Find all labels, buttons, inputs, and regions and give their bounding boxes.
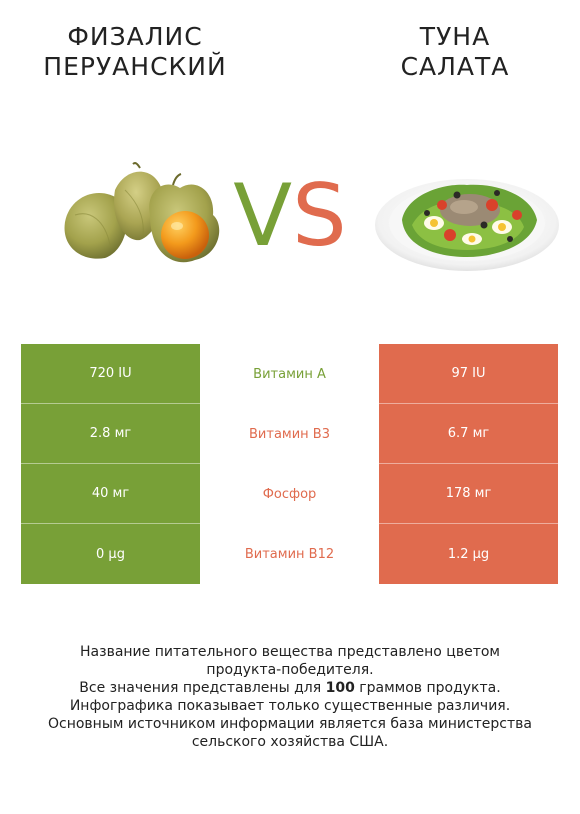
vs-v-letter: V [233,166,293,266]
footnote: Название питательного вещества представл… [20,643,560,751]
comparison-table: 720 IU Витамин A 97 IU 2.8 мг Витамин B3 6.7 … [21,344,558,584]
left-value-cell: 720 IU [21,344,200,404]
nutrient-name-cell: Фосфор [200,464,379,524]
tuna-salad-image [375,179,559,271]
footnote-line-3-pre: Все значения представлены для [79,680,326,696]
footnote-line-3-bold: 100 [325,680,355,696]
footnote-line-2: продукта-победителя. [206,662,374,678]
right-value-cell: 178 мг [379,464,558,524]
footnote-line-6: сельского хозяйства США. [191,734,389,750]
nutrient-name-cell: Витамин B3 [200,404,379,464]
table-row: 2.8 мг Витамин B3 6.7 мг [21,404,558,464]
right-title-line-2: салата [400,52,510,81]
footnote-line-4: Инфографика показывает только существенн… [69,698,511,714]
right-title-line-1: Туна [419,22,491,51]
left-value-cell: 40 мг [21,464,200,524]
right-value-cell: 97 IU [379,344,558,404]
vs-label: VS [225,166,355,266]
left-food-title: Физалис перуанский [20,22,250,82]
footnote-line-3-post: граммов продукта. [354,680,501,696]
left-value-cell: 2.8 мг [21,404,200,464]
table-row: 40 мг Фосфор 178 мг [21,464,558,524]
table-row: 0 µg Витамин B12 1.2 µg [21,524,558,584]
right-food-title: Туна салата [350,22,560,82]
footnote-line-1: Название питательного вещества представл… [80,644,500,660]
footnote-line-3: Все значения представлены для 100 граммо… [20,679,560,697]
nutrient-name-cell: Витамин B12 [200,524,379,584]
nutrient-name-cell: Витамин A [200,344,379,404]
left-title-line-1: Физалис [67,22,203,51]
right-value-cell: 6.7 мг [379,404,558,464]
left-value-cell: 0 µg [21,524,200,584]
vs-s-letter: S [292,166,347,266]
left-title-line-2: перуанский [43,52,227,81]
footnote-line-5: Основным источником информации является … [48,716,532,732]
table-row: 720 IU Витамин A 97 IU [21,344,558,404]
right-value-cell: 1.2 µg [379,524,558,584]
physalis-image [64,162,220,263]
